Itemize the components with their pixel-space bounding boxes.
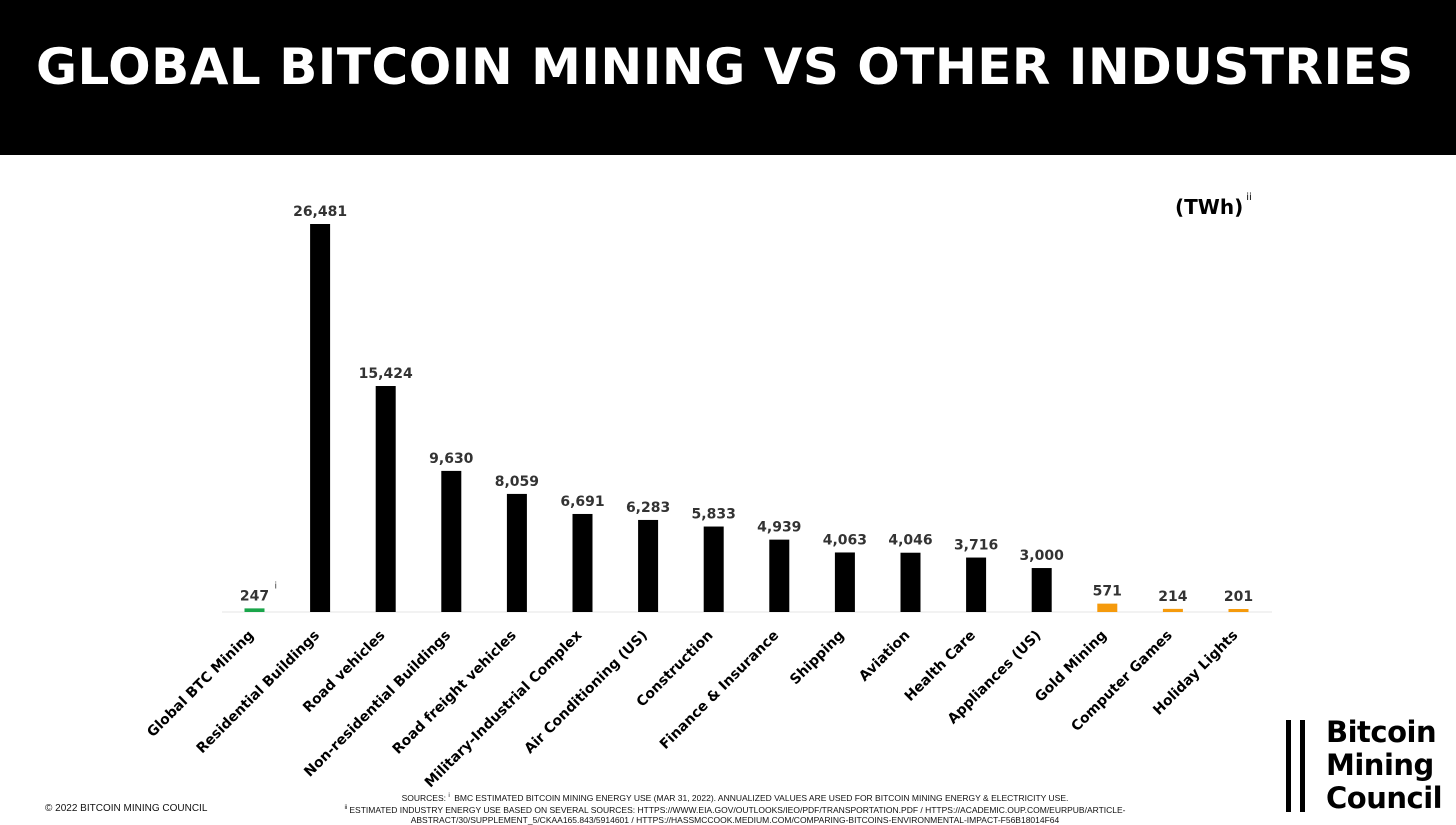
category-label-finance-insurance: Finance & Insurance <box>657 628 782 753</box>
page-title: GLOBAL BITCOIN MINING VS OTHER INDUSTRIE… <box>36 38 1414 96</box>
value-labels-group: 247 26,481 15,424 9,630 8,059 6,691 6,283 5,833… <box>240 204 1253 605</box>
value-label-computer-games: 214 <box>1158 589 1187 605</box>
bar-military-industrial-complex <box>572 513 593 612</box>
bar-road-vehicles <box>375 386 396 612</box>
bar-holiday-lights <box>1228 609 1249 612</box>
sources-marker-1: i <box>448 792 450 799</box>
sources-prefix: SOURCES: <box>401 792 447 803</box>
value-label-holiday-lights: 201 <box>1224 589 1253 605</box>
bar-computer-games <box>1162 608 1183 612</box>
category-label-air-conditioning-us: Air Conditioning (US) <box>521 628 650 757</box>
value-label-finance-insurance: 4,939 <box>757 520 801 536</box>
bar-shipping <box>834 552 855 612</box>
logo-bar-left <box>1286 720 1291 812</box>
logo-line-3: Council <box>1326 781 1443 815</box>
sources-text-2: ESTIMATED INDUSTRY ENERGY USE BASED ON S… <box>349 805 1126 825</box>
value-label-gold-mining: 571 <box>1093 584 1122 600</box>
value-label-road-vehicles: 15,424 <box>359 366 413 382</box>
bars-group <box>244 224 1249 612</box>
sources-line-2: ii ESTIMATED INDUSTRY ENERGY USE BASED ON… <box>260 803 1210 825</box>
bar-construction <box>703 526 724 612</box>
bar-non-residential-buildings <box>441 470 462 612</box>
bar-road-freight-vehicles <box>506 493 527 612</box>
bar-appliances-us <box>1031 568 1052 612</box>
category-label-residential-buildings: Residential Buildings <box>194 628 323 757</box>
value-label-road-freight-vehicles: 8,059 <box>495 474 539 490</box>
sources-text-1: BMC ESTIMATED BITCOIN MINING ENERGY USE … <box>454 792 1069 803</box>
logo-line-2: Mining <box>1326 748 1434 782</box>
value-label-appliances-us: 3,000 <box>1020 548 1065 564</box>
logo-line-1: Bitcoin <box>1326 715 1437 749</box>
unit-note-marker: ii <box>1246 192 1252 204</box>
bar-gold-mining <box>1097 603 1118 612</box>
bar-global-btc-mining <box>244 608 265 612</box>
category-label-global-btc-mining: Global BTC Mining <box>144 628 257 741</box>
bar-residential-buildings <box>310 224 331 612</box>
logo-wordmark: Bitcoin Mining Council <box>1326 715 1443 815</box>
value-label-air-conditioning-us: 6,283 <box>626 500 670 516</box>
bar-aviation <box>900 552 921 612</box>
value-label-aviation: 4,046 <box>888 533 932 549</box>
value-label-health-care: 3,716 <box>954 538 998 554</box>
bar-air-conditioning-us <box>638 519 659 612</box>
logo-bar-right <box>1300 720 1305 812</box>
unit-text: (TWh) <box>1175 195 1244 219</box>
value-label-residential-buildings: 26,481 <box>293 204 347 220</box>
value-label-construction: 5,833 <box>692 507 736 523</box>
category-label-aviation: Aviation <box>856 628 913 685</box>
annotation-marker-0: i <box>275 581 278 591</box>
category-label-road-freight-vehicles: Road freight vehicles <box>390 628 520 758</box>
value-label-non-residential-buildings: 9,630 <box>429 451 474 467</box>
bar-health-care <box>966 557 987 612</box>
value-label-shipping: 4,063 <box>823 532 867 548</box>
value-label-military-industrial-complex: 6,691 <box>560 494 604 510</box>
bitcoin-mining-council-logo: Bitcoin Mining Council <box>1286 715 1451 815</box>
category-label-shipping: Shipping <box>787 628 848 689</box>
unit-label: (TWh) ii <box>1175 192 1252 219</box>
sources-marker-2: ii <box>344 804 348 812</box>
sources-line-1: SOURCES: i BMC ESTIMATED BITCOIN MINING … <box>260 791 1210 803</box>
copyright: © 2022 BITCOIN MINING COUNCIL <box>45 803 208 814</box>
title-banner: GLOBAL BITCOIN MINING VS OTHER INDUSTRIE… <box>0 0 1456 155</box>
bar-finance-insurance <box>769 539 790 612</box>
value-label-global-btc-mining: 247 <box>240 588 269 604</box>
